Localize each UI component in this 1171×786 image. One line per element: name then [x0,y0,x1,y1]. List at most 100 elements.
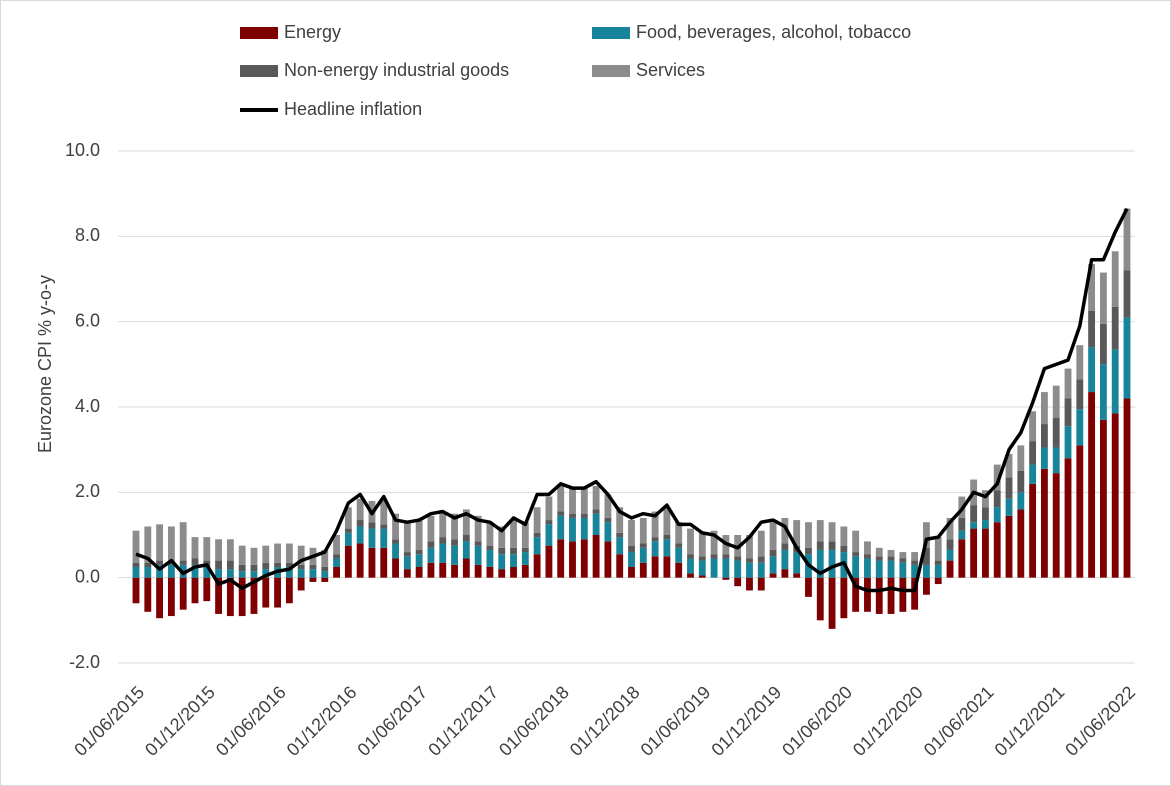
bar-segment [521,547,529,553]
bar-segment [687,573,694,578]
bar-segment [734,556,742,561]
bar-segment [569,517,576,542]
bar-segment [462,509,470,535]
bar-segment [321,549,329,567]
bar-segment [639,517,647,544]
bar-segment [439,537,447,544]
bar-segment [757,530,765,557]
bar-segment [1123,208,1131,271]
bar-segment [285,577,293,604]
bar-segment [215,560,223,570]
legend-swatch [240,27,278,39]
bar-segment [887,577,895,614]
bar-segment [144,567,152,578]
bar-segment [451,545,458,565]
bar-segment [333,567,340,578]
bar-segment [592,509,600,514]
y-tick-label: 4.0 [75,396,100,416]
bar-segment [1123,270,1131,318]
bar-segment [191,558,199,565]
bar-segment [1029,464,1037,484]
bar-segment [1064,426,1072,459]
bar-segment [816,541,824,550]
bar-segment [840,577,848,619]
bar-segment [486,549,494,567]
legend-swatch [592,65,630,77]
bar-segment [344,507,352,529]
legend-label: Food, beverages, alcohol, tobacco [636,22,911,42]
bar-segment [427,562,435,578]
bar-segment [545,545,553,578]
bar-segment [805,547,812,555]
bar-segment [333,558,340,567]
bar-segment [911,564,919,578]
bar-segment [663,556,671,578]
bar-segment [864,554,871,559]
bar-segment [321,567,329,572]
bar-segment [285,567,293,578]
bar-segment [828,522,836,542]
y-tick-label: 2.0 [75,481,100,501]
bar-segment [1064,368,1072,399]
bar-segment [403,552,411,557]
bar-segment [1111,349,1119,414]
bar-segment [427,547,435,563]
bar-segment [215,569,223,578]
bar-segment [887,560,895,578]
bar-segment [934,577,942,585]
bar-segment [805,522,812,548]
bar-segment [156,524,164,561]
bar-segment [167,526,175,561]
bar-segment [403,569,411,578]
bar-segment [852,577,860,612]
bar-segment [238,571,246,578]
bar-segment [262,569,270,578]
bar-segment [1099,419,1107,578]
bar-segment [427,515,435,542]
bar-segment [1088,347,1096,393]
bar-segment [545,520,553,525]
bar-segment [970,522,978,529]
bar-segment [852,556,860,578]
bar-segment [1017,471,1025,493]
bar-segment [781,569,789,578]
bar-segment [946,549,954,561]
bar-segment [545,524,553,546]
bar-segment [167,577,175,617]
bar-segment [899,562,907,578]
bar-segment [144,562,152,567]
bar-segment [191,537,199,559]
bar-segment [1005,498,1013,516]
bar-segment [864,577,871,612]
bar-segment [604,541,612,578]
bar-segment [993,522,1001,578]
legend-label: Non-energy industrial goods [284,60,509,80]
bar-segment [297,545,305,565]
bar-segment [533,532,541,538]
bar-segment [521,564,529,578]
bar-segment [757,562,765,578]
bar-segment [144,577,152,612]
bar-segment [250,577,258,614]
bar-segment [297,569,305,578]
bar-segment [710,554,718,559]
bar-segment [274,562,281,567]
bar-segment [1040,392,1048,425]
bar-segment [486,545,494,550]
bar-segment [698,575,706,578]
bar-segment [368,528,376,548]
bar-segment [982,520,989,529]
bar-segment [356,498,364,521]
bar-segment [875,547,883,557]
bar-segment [368,547,376,578]
bar-segment [309,564,317,570]
bar-segment [639,547,647,563]
bar-segment [344,545,352,578]
bar-segment [533,507,541,533]
bar-segment [651,537,659,542]
bar-segment [462,535,470,542]
bar-segment [1099,323,1107,365]
bar-segment [1052,385,1060,418]
bar-segment [911,577,919,610]
